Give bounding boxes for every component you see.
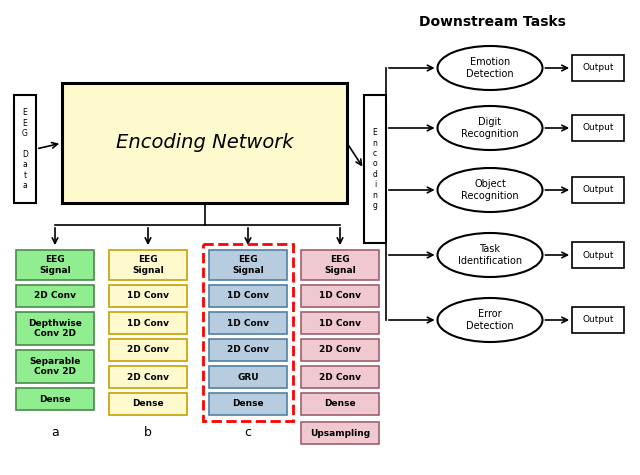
Text: Upsampling: Upsampling <box>310 428 370 437</box>
Bar <box>109 312 187 334</box>
Bar <box>301 366 379 388</box>
Text: c: c <box>244 427 252 439</box>
Text: Dense: Dense <box>39 395 71 403</box>
Text: 2D Conv: 2D Conv <box>319 372 361 381</box>
Text: Downstream Tasks: Downstream Tasks <box>419 15 565 29</box>
Bar <box>301 312 379 334</box>
Bar <box>62 83 347 203</box>
Bar <box>16 350 94 383</box>
Text: Encoding Network: Encoding Network <box>116 133 293 152</box>
Text: Output: Output <box>582 186 614 194</box>
Text: Dense: Dense <box>232 399 264 408</box>
Bar <box>16 250 94 280</box>
Text: Dense: Dense <box>324 399 356 408</box>
Ellipse shape <box>438 298 543 342</box>
Bar <box>109 250 187 280</box>
Bar <box>572 177 624 203</box>
Ellipse shape <box>438 106 543 150</box>
Ellipse shape <box>438 233 543 277</box>
Text: b: b <box>144 427 152 439</box>
Bar <box>572 242 624 268</box>
Text: EEG
Signal: EEG Signal <box>232 255 264 275</box>
Text: Output: Output <box>582 315 614 324</box>
Text: 1D Conv: 1D Conv <box>227 319 269 327</box>
Text: Digit
Recognition: Digit Recognition <box>461 117 519 139</box>
Bar <box>301 250 379 280</box>
Bar <box>16 312 94 345</box>
Text: 1D Conv: 1D Conv <box>319 319 361 327</box>
Text: 1D Conv: 1D Conv <box>227 292 269 301</box>
Ellipse shape <box>438 168 543 212</box>
Text: 1D Conv: 1D Conv <box>127 292 169 301</box>
Text: 1D Conv: 1D Conv <box>319 292 361 301</box>
Text: EEG
Signal: EEG Signal <box>132 255 164 275</box>
Bar <box>209 393 287 415</box>
Bar <box>209 312 287 334</box>
Bar <box>109 393 187 415</box>
Text: 1D Conv: 1D Conv <box>127 319 169 327</box>
Text: EEG
Signal: EEG Signal <box>324 255 356 275</box>
Bar <box>572 55 624 81</box>
Text: E
n
c
o
d
i
n
g: E n c o d i n g <box>372 128 378 210</box>
Bar <box>109 339 187 361</box>
Text: EEG
Signal: EEG Signal <box>39 255 71 275</box>
Text: Object
Recognition: Object Recognition <box>461 179 519 201</box>
Bar <box>301 422 379 444</box>
Text: 2D Conv: 2D Conv <box>34 292 76 301</box>
Text: Dense: Dense <box>132 399 164 408</box>
Text: Separable
Conv 2D: Separable Conv 2D <box>29 357 81 376</box>
Text: Emotion
Detection: Emotion Detection <box>466 57 514 79</box>
Bar <box>109 366 187 388</box>
Text: 2D Conv: 2D Conv <box>127 372 169 381</box>
Bar <box>301 393 379 415</box>
Bar <box>364 95 386 243</box>
Text: GRU: GRU <box>237 372 259 381</box>
Bar <box>572 115 624 141</box>
Bar <box>16 285 94 307</box>
Text: Output: Output <box>582 250 614 259</box>
Bar <box>209 366 287 388</box>
Text: Task
Identification: Task Identification <box>458 244 522 266</box>
Text: 2D Conv: 2D Conv <box>319 345 361 354</box>
Text: 2D Conv: 2D Conv <box>227 345 269 354</box>
Text: a: a <box>51 427 59 439</box>
Text: E
E
G
 
D
a
t
a: E E G D a t a <box>22 108 28 190</box>
Bar <box>209 285 287 307</box>
Bar <box>209 250 287 280</box>
Bar <box>572 307 624 333</box>
Text: Depthwise
Conv 2D: Depthwise Conv 2D <box>28 319 82 338</box>
Bar <box>301 285 379 307</box>
Text: 2D Conv: 2D Conv <box>127 345 169 354</box>
Ellipse shape <box>438 46 543 90</box>
Bar <box>203 244 293 421</box>
Text: Output: Output <box>582 124 614 133</box>
Bar <box>14 95 36 203</box>
Bar <box>109 285 187 307</box>
Text: Error
Detection: Error Detection <box>466 309 514 331</box>
Text: Output: Output <box>582 64 614 73</box>
Bar <box>16 388 94 410</box>
Bar <box>301 339 379 361</box>
Bar <box>209 339 287 361</box>
